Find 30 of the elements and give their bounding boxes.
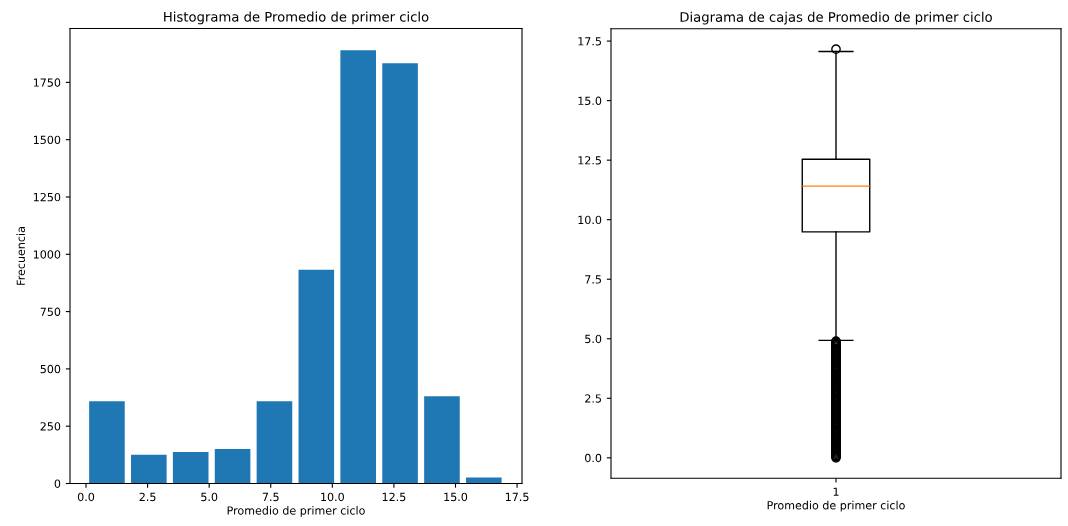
y-tick-label: 0 — [54, 479, 61, 488]
y-tick-label: 1000 — [33, 250, 61, 259]
y-tick-label: 0.0 — [585, 453, 602, 463]
x-axis-title: Promedio de primer ciclo — [767, 500, 905, 512]
y-tick-label: 2.5 — [585, 394, 601, 403]
x-tick-label: 17.5 — [505, 492, 529, 502]
y-tick-label: 250 — [40, 422, 61, 431]
y-tick-label: 10.0 — [578, 215, 602, 225]
y-tick-label: 500 — [40, 364, 61, 374]
x-tick-label: 5.0 — [201, 492, 218, 502]
y-tick-label: 5.0 — [585, 334, 602, 344]
chart-title: Histograma de Promedio de primer ciclo — [164, 11, 429, 25]
y-tick-label: 750 — [40, 307, 61, 316]
x-tick-label: 7.5 — [262, 492, 279, 502]
y-tick-label: 15.0 — [578, 96, 602, 105]
x-tick-label: 10.0 — [321, 492, 344, 502]
x-tick-label: 12.5 — [382, 492, 406, 502]
y-axis-title: Frecuencia — [16, 227, 25, 285]
y-tick-label: 1750 — [33, 78, 61, 87]
x-tick-label: 1 — [833, 487, 839, 496]
x-tick-label: 0.0 — [77, 492, 95, 502]
y-tick-label: 1500 — [33, 135, 61, 145]
x-tick-label: 15.0 — [444, 492, 468, 502]
x-axis-title: Promedio de primer ciclo — [227, 506, 365, 517]
y-tick-label: 12.5 — [578, 156, 601, 165]
y-tick-label: 1250 — [33, 192, 61, 202]
chart-title: Diagrama de cajas de Promedio de primer ciclo — [680, 11, 992, 25]
y-tick-label: 17.5 — [578, 37, 601, 46]
y-tick-label: 7.5 — [585, 275, 601, 284]
x-tick-label: 2.5 — [139, 492, 156, 502]
